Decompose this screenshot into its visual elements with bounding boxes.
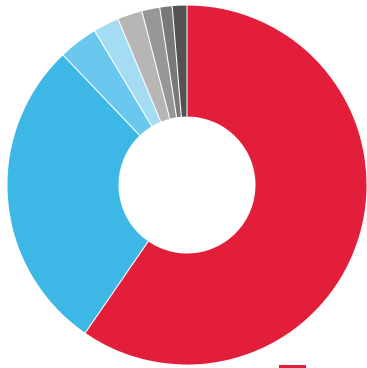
donut-slice-2	[6, 54, 150, 334]
donut-slices	[6, 4, 367, 366]
donut-slice-1	[84, 4, 367, 366]
legend	[279, 365, 306, 368]
donut-slice-8	[171, 4, 188, 118]
legend-swatch-1	[279, 365, 306, 368]
